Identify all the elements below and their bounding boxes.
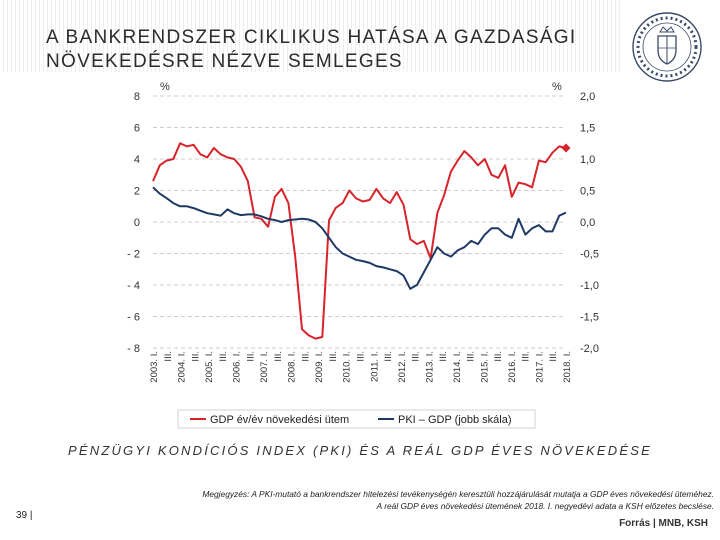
page-title-line-1: A BANKRENDSZER CIKLIKUS HATÁSA A GAZDASÁ… [46,27,577,48]
x-axis-tick-label: III. [356,351,367,362]
x-axis-tick-label: III. [438,351,449,362]
x-axis-tick-label: 2017. I. [534,351,545,383]
right-axis-tick-label: -0,5 [580,249,599,261]
page-title-line-2: NÖVEKEDÉSRE NÉZVE SEMLEGES [46,51,403,72]
x-axis-tick-label: 2012. I. [397,351,408,383]
right-axis-tick-label: 1,0 [580,154,595,166]
x-axis-tick-label: III. [190,351,201,362]
header-hatch-band [0,0,622,72]
legend-label: GDP év/év növekedési ütem [210,414,349,426]
x-axis-tick-label: III. [218,351,229,362]
left-axis-tick-label: 4 [134,154,140,166]
right-axis-tick-label: 0,0 [580,217,595,229]
left-axis-tick-label: - 6 [127,312,140,324]
left-axis-unit: % [160,81,170,93]
left-axis-tick-label: 0 [134,217,140,229]
legend-box [177,409,536,429]
series-line-2 [152,186,567,290]
series-end-marker [561,143,571,153]
x-axis-tick-label: 2013. I. [424,351,435,383]
right-axis-tick-label: 1,5 [580,123,595,135]
x-axis-tick-label: 2007. I. [259,351,270,383]
left-axis-tick-label: 8 [134,91,140,103]
x-axis-tick-label: 2003. I. [149,351,160,383]
x-axis-tick-label: 2004. I. [177,351,188,383]
x-axis-tick-label: 2010. I. [342,351,353,383]
footnote: Megjegyzés: A PKI-mutató a bankrendszer … [202,489,714,511]
chart-subtitle: PÉNZÜGYI KONDÍCIÓS INDEX (PKI) ÉS A REÁL… [68,443,652,458]
x-axis-tick-label: III. [493,351,504,362]
right-axis-unit: % [552,81,562,93]
x-axis-tick-label: III. [548,351,559,362]
page-title: A BANKRENDSZER CIKLIKUS HATÁSA A GAZDASÁ… [46,26,606,74]
left-axis-tick-label: - 4 [127,280,140,292]
x-axis-tick-label: III. [411,351,422,362]
x-axis-tick-label: 2018. I. [562,351,573,383]
source-label: Forrás | MNB, KSH [619,518,708,529]
left-axis-tick-label: - 8 [127,343,140,355]
right-axis-tick-label: -1,5 [580,312,599,324]
series-line-1 [152,142,567,340]
x-axis-tick-label: III. [328,351,339,362]
x-axis-tick-label: 2009. I. [314,351,325,383]
x-axis-tick-label: III. [383,351,394,362]
mnb-seal-logo [632,12,702,82]
x-axis-tick-label: 2016. I. [507,351,518,383]
x-axis-tick-label: 2005. I. [204,351,215,383]
x-axis-tick-label: III. [273,351,284,362]
x-axis-tick-label: III. [521,351,532,362]
right-axis-tick-label: -1,0 [580,280,599,292]
x-axis-tick-label: III. [245,351,256,362]
x-axis-tick-label: 2015. I. [479,351,490,383]
x-axis-tick-label: 2011. I. [369,351,380,382]
x-axis-tick-label: 2006. I. [232,351,243,383]
legend-label: PKI – GDP (jobb skála) [398,414,512,426]
x-axis-tick-label: 2014. I. [452,351,463,383]
x-axis-tick-label: III. [466,351,477,362]
right-axis-tick-label: 2,0 [580,91,595,103]
left-axis-tick-label: 2 [134,186,140,198]
right-axis-tick-label: 0,5 [580,186,595,198]
left-axis-tick-label: 6 [134,123,140,135]
page-number: 39 | [16,510,33,521]
x-axis-tick-label: III. [163,351,174,362]
x-axis-tick-label: III. [300,351,311,362]
left-axis-tick-label: - 2 [127,249,140,261]
x-axis-tick-label: 2008. I. [287,351,298,383]
right-axis-tick-label: -2,0 [580,343,599,355]
